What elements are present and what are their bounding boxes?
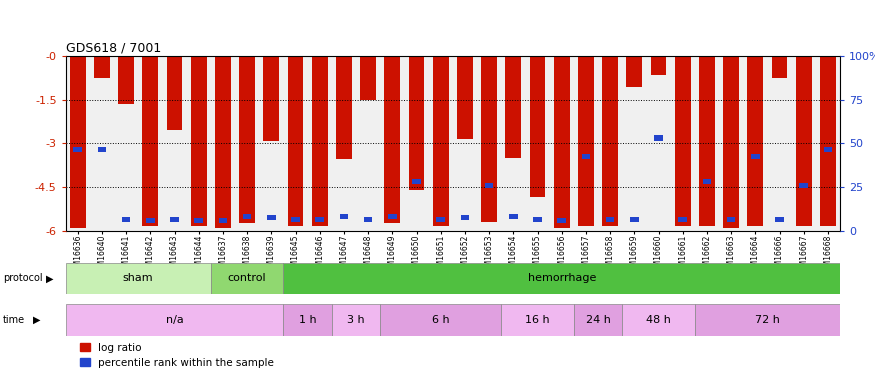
Bar	[94, 56, 109, 78]
Bar	[823, 147, 832, 152]
Bar	[98, 147, 106, 152]
Bar	[122, 217, 130, 222]
Text: ▶: ▶	[46, 273, 53, 284]
Bar	[219, 218, 228, 223]
Bar	[506, 56, 522, 158]
Bar	[66, 262, 211, 294]
Bar	[675, 56, 690, 226]
Legend: log ratio, percentile rank within the sample: log ratio, percentile rank within the sa…	[80, 343, 274, 368]
Bar	[772, 56, 788, 78]
Text: protocol: protocol	[3, 273, 42, 284]
Bar	[724, 56, 739, 228]
Bar	[485, 183, 493, 189]
Bar	[582, 154, 591, 159]
Bar	[606, 217, 614, 222]
Bar	[284, 304, 332, 336]
Bar	[315, 217, 324, 222]
Bar	[364, 217, 373, 222]
Bar	[622, 304, 695, 336]
Bar	[288, 56, 304, 226]
Bar	[703, 179, 711, 184]
Bar	[630, 217, 639, 222]
Bar	[557, 218, 566, 223]
Bar	[574, 304, 622, 336]
Bar	[384, 56, 400, 223]
Bar	[626, 56, 642, 87]
Bar	[602, 56, 618, 226]
Text: 6 h: 6 h	[432, 315, 450, 325]
Bar	[699, 56, 715, 226]
Text: sham: sham	[123, 273, 153, 284]
Bar	[529, 56, 545, 197]
Bar	[533, 217, 542, 222]
Bar	[332, 304, 381, 336]
Bar	[336, 56, 352, 159]
Bar	[242, 214, 251, 219]
Bar	[381, 304, 501, 336]
Bar	[66, 304, 284, 336]
Bar	[194, 218, 203, 223]
Text: 3 h: 3 h	[347, 315, 365, 325]
Bar	[820, 56, 836, 226]
Text: 72 h: 72 h	[755, 315, 780, 325]
Bar	[143, 56, 158, 226]
Text: GDS618 / 7001: GDS618 / 7001	[66, 41, 161, 54]
Bar	[340, 214, 348, 219]
Bar	[191, 56, 206, 226]
Bar	[796, 56, 812, 226]
Text: time: time	[3, 315, 24, 325]
Bar	[800, 183, 808, 189]
Text: n/a: n/a	[165, 315, 184, 325]
Text: 48 h: 48 h	[646, 315, 671, 325]
Bar	[171, 217, 178, 222]
Text: ▶: ▶	[33, 315, 41, 325]
Bar	[501, 304, 574, 336]
Bar	[481, 56, 497, 222]
Bar	[695, 304, 840, 336]
Bar	[215, 56, 231, 228]
Bar	[509, 214, 518, 219]
Bar	[654, 135, 663, 141]
Bar	[70, 56, 86, 228]
Bar	[437, 217, 445, 222]
Bar	[166, 56, 182, 130]
Bar	[146, 218, 155, 223]
Bar	[678, 217, 687, 222]
Bar	[409, 56, 424, 190]
Bar	[312, 56, 327, 226]
Bar	[211, 262, 284, 294]
Text: 16 h: 16 h	[525, 315, 550, 325]
Bar	[727, 217, 735, 222]
Bar	[460, 215, 469, 220]
Bar	[775, 217, 784, 222]
Bar	[388, 214, 396, 219]
Text: 1 h: 1 h	[298, 315, 317, 325]
Text: hemorrhage: hemorrhage	[528, 273, 596, 284]
Bar	[360, 56, 376, 100]
Text: control: control	[228, 273, 266, 284]
Bar	[74, 147, 82, 152]
Bar	[433, 56, 449, 226]
Bar	[284, 262, 840, 294]
Bar	[578, 56, 594, 226]
Bar	[747, 56, 763, 226]
Bar	[554, 56, 570, 228]
Bar	[118, 56, 134, 104]
Bar	[239, 56, 255, 223]
Bar	[263, 56, 279, 141]
Bar	[412, 179, 421, 184]
Bar	[267, 215, 276, 220]
Bar	[751, 154, 760, 159]
Text: 24 h: 24 h	[585, 315, 611, 325]
Bar	[457, 56, 472, 139]
Bar	[291, 217, 300, 222]
Bar	[651, 56, 667, 75]
